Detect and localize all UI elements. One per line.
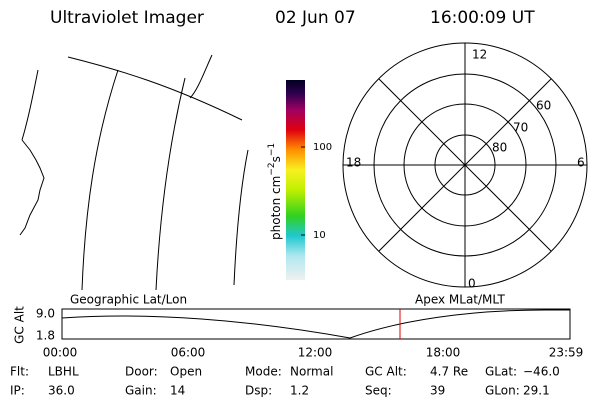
time: 16:00:09 UT [430, 8, 535, 28]
mlt-label: 12 [472, 48, 487, 62]
field-label: Door: [125, 365, 158, 379]
field-value: Open [170, 365, 202, 379]
footer: Flt: LBHL Door: Open Mode: Normal GC Alt: 4.7 R… [10, 365, 560, 398]
map [19, 54, 249, 291]
field-label: GC Alt: [365, 365, 407, 379]
x-tick: 23:59 [549, 346, 584, 360]
field-label: Seq: [365, 384, 392, 398]
field-label: Flt: [10, 365, 29, 379]
lat-label: 80 [492, 141, 507, 155]
y-tick: 1.8 [36, 329, 55, 343]
field-value: 36.0 [48, 384, 75, 398]
title: Ultraviolet Imager [50, 8, 204, 28]
mlt-label: 18 [346, 156, 361, 170]
field-value: 39 [430, 384, 445, 398]
colorbar-label: photon cm−2s−1 [267, 143, 283, 240]
lat-label: 70 [513, 121, 528, 135]
field-label: GLat: [485, 365, 517, 379]
date: 02 Jun 07 [275, 8, 356, 28]
timeline-title: Geographic Lat/Lon [70, 293, 187, 307]
field-value: −46.0 [523, 365, 560, 379]
field-value: 1.2 [290, 384, 309, 398]
x-tick: 18:00 [426, 346, 461, 360]
colorbar-tick: 10 [313, 230, 326, 241]
mlt-label: 6 [577, 156, 585, 170]
field-label: Dsp: [245, 384, 272, 398]
field-label: GLon: [485, 384, 520, 398]
x-tick: 00:00 [43, 346, 78, 360]
x-tick: 06:00 [171, 346, 206, 360]
field-label: IP: [10, 384, 25, 398]
field-value: 14 [170, 384, 185, 398]
field-value: 29.1 [523, 384, 550, 398]
colorbar: 100 10 photon cm−2s−1 [267, 80, 332, 280]
mlt-label: 0 [468, 277, 476, 291]
field-value: 4.7 Re [430, 365, 468, 379]
timeline-title: Apex MLat/MLT [415, 293, 505, 307]
polar-plot: 12 18 6 0 60 70 80 [342, 42, 588, 291]
timeline: Geographic Lat/Lon Apex MLat/MLT GC Alt … [13, 293, 584, 360]
y-tick: 9.0 [36, 307, 55, 321]
lat-label: 60 [536, 99, 551, 113]
field-label: Mode: [245, 365, 282, 379]
y-label: GC Alt [13, 306, 27, 344]
colorbar-tick: 100 [313, 142, 332, 153]
field-value: LBHL [48, 365, 79, 379]
field-value: Normal [290, 365, 333, 379]
x-tick: 12:00 [298, 346, 333, 360]
field-label: Gain: [125, 384, 157, 398]
